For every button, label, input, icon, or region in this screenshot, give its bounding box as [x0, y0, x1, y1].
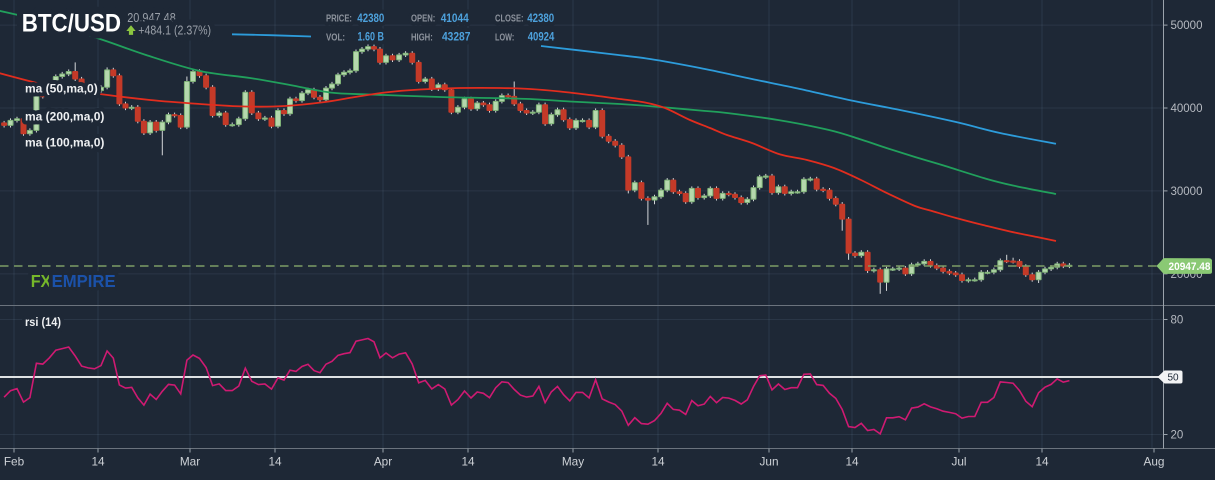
svg-text:14: 14 [461, 455, 475, 469]
svg-text:30000: 30000 [1171, 186, 1203, 198]
svg-text:Apr: Apr [374, 455, 392, 469]
svg-text:42380: 42380 [527, 11, 554, 25]
svg-text:1.60 B: 1.60 B [358, 30, 385, 44]
svg-text:rsi (14): rsi (14) [25, 315, 61, 329]
svg-text:Feb: Feb [4, 455, 25, 469]
svg-text:14: 14 [651, 455, 665, 469]
svg-text:50: 50 [1168, 373, 1180, 384]
svg-text:14: 14 [845, 455, 859, 469]
svg-text:May: May [562, 455, 584, 469]
svg-text:43287: 43287 [442, 30, 471, 44]
svg-text:Mar: Mar [180, 455, 200, 469]
svg-text:41044: 41044 [441, 11, 469, 25]
svg-text:14: 14 [91, 455, 105, 469]
svg-text:HIGH:: HIGH: [411, 33, 433, 44]
svg-text:+484.1 (2.37%): +484.1 (2.37%) [138, 24, 211, 38]
svg-text:40000: 40000 [1171, 103, 1203, 115]
svg-text:BTC/USD: BTC/USD [22, 10, 121, 38]
svg-text:Jun: Jun [759, 455, 778, 469]
svg-text:14: 14 [1035, 455, 1049, 469]
svg-text:42380: 42380 [357, 11, 384, 25]
svg-text:40924: 40924 [528, 30, 555, 44]
svg-text:CLOSE:: CLOSE: [495, 14, 524, 25]
svg-text:80: 80 [1171, 315, 1184, 327]
svg-text:EMPIRE: EMPIRE [52, 271, 116, 291]
svg-text:FX: FX [31, 271, 52, 291]
svg-text:ma (50,ma,0): ma (50,ma,0) [25, 82, 98, 96]
svg-text:LOW:: LOW: [495, 33, 514, 44]
svg-text:ma (200,ma,0): ma (200,ma,0) [25, 110, 104, 124]
svg-text:VOL:: VOL: [326, 33, 345, 44]
svg-text:20947.48: 20947.48 [1169, 261, 1211, 273]
svg-text:Aug: Aug [1144, 455, 1165, 469]
svg-text:14: 14 [268, 455, 282, 469]
svg-text:OPEN:: OPEN: [411, 14, 435, 25]
svg-text:Jul: Jul [951, 455, 966, 469]
svg-text:50000: 50000 [1171, 20, 1203, 32]
svg-text:ma (100,ma,0): ma (100,ma,0) [25, 136, 104, 150]
svg-text:20: 20 [1171, 430, 1184, 442]
svg-text:PRICE:: PRICE: [326, 14, 352, 25]
